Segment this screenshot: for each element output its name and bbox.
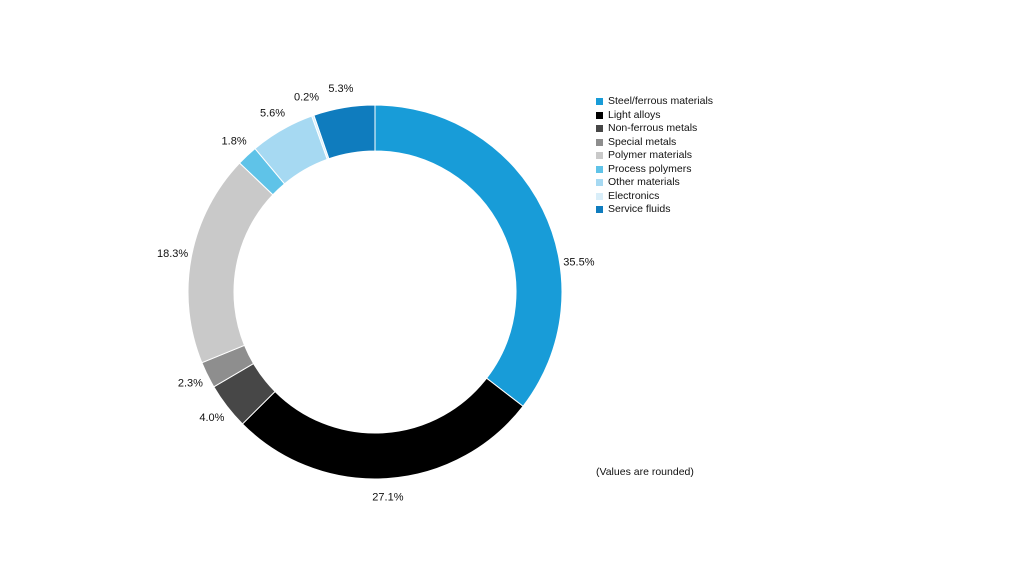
legend-label: Other materials: [608, 176, 680, 188]
legend-swatch-icon: [596, 98, 603, 106]
legend-swatch-icon: [596, 152, 603, 160]
legend-swatch-icon: [596, 111, 603, 119]
legend-label: Special metals: [608, 135, 677, 148]
chart-legend: Steel/ferrous materials Light alloys Non-f…: [596, 95, 713, 217]
legend-item-other-materials: Other materials: [596, 176, 713, 190]
legend-item-polymer-materials: Polymer materials: [596, 149, 713, 163]
legend-item-electronics: Electronics: [596, 190, 713, 204]
legend-swatch-icon: [596, 138, 603, 146]
value-label-process-polymers: 1.8%: [222, 136, 247, 148]
legend-item-light-alloys: Light alloys: [596, 109, 713, 123]
legend-swatch-icon: [596, 192, 603, 200]
value-label-non-ferrous-metals: 4.0%: [199, 412, 224, 424]
legend-label: Non-ferrous metals: [608, 122, 698, 134]
legend-label: Electronics: [608, 189, 660, 202]
value-label-service-fluids: 5.3%: [328, 83, 353, 95]
legend-item-steel-ferrous-materials: Steel/ferrous materials: [596, 95, 713, 109]
legend-swatch-icon: [596, 165, 603, 173]
legend-swatch-icon: [596, 206, 603, 214]
legend-item-special-metals: Special metals: [596, 136, 713, 150]
legend-item-non-ferrous-metals: Non-ferrous metals: [596, 122, 713, 136]
legend-swatch-icon: [596, 179, 603, 187]
legend-label: Process polymers: [608, 162, 692, 175]
value-label-polymer-materials: 18.3%: [157, 248, 188, 260]
legend-label: Service fluids: [608, 203, 671, 215]
legend-swatch-icon: [596, 125, 603, 133]
legend-item-service-fluids: Service fluids: [596, 203, 713, 217]
value-label-light-alloys: 27.1%: [372, 492, 403, 504]
legend-item-process-polymers: Process polymers: [596, 163, 713, 177]
chart-note: (Values are rounded): [596, 466, 694, 478]
value-label-special-metals: 2.3%: [178, 377, 203, 389]
value-label-steel-ferrous-materials: 35.5%: [563, 257, 594, 269]
donut-segment-light-alloys: [241, 377, 524, 480]
value-label-other-materials: 5.6%: [260, 107, 285, 119]
donut-segment-polymer-materials: [187, 162, 274, 364]
value-label-electronics: 0.2%: [294, 92, 319, 104]
donut-segment-steel-ferrous-materials: [374, 104, 563, 407]
legend-label: Steel/ferrous materials: [608, 95, 714, 107]
legend-label: Polymer materials: [608, 149, 693, 161]
donut-segment-service-fluids: [313, 104, 376, 160]
legend-label: Light alloys: [608, 108, 661, 121]
